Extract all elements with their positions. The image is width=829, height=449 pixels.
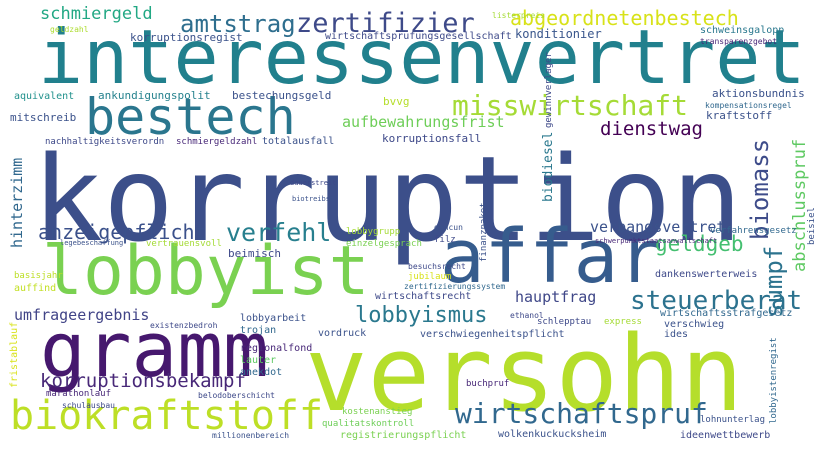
word-totalausfall: totalausfall (262, 136, 335, 147)
word-qualitatskontroll: qualitatskontroll (322, 419, 415, 429)
word-gewinnverlager: gewinnverlager (544, 52, 554, 128)
word-beimisch: beimisch (228, 247, 281, 260)
word-schmiergeldzahl: schmiergeldzahl (176, 137, 258, 147)
word-anekdot: anekdot (240, 367, 283, 378)
word-filz: filz (434, 235, 456, 245)
word-lobbyistenregist: lobbyistenregist (769, 337, 779, 424)
word-bestechungsgeld: bestechungsgeld (232, 89, 332, 102)
word-registrierungspflicht: registrierungspflicht (340, 430, 467, 441)
word-affar: affar (440, 214, 663, 300)
word-verfahrensgesetz: beisiel (807, 207, 817, 245)
word-zertifizier: zertifizier (296, 8, 475, 39)
word-dauerstreit: dauerstreit (290, 179, 337, 187)
word-biotreibst: biotreibst (292, 195, 335, 203)
word-abgeordnetenbestech: abgeordnetenbestech (510, 6, 739, 30)
word-wolkenkuckucksheim: wolkenkuckucksheim (498, 429, 607, 440)
word-amtstrag: amtstrag (180, 10, 296, 38)
word-verschwieg: verschwieg (664, 319, 725, 330)
word-wirtschaftsstrafgesetz: wirtschaftsstrafgesetz (660, 308, 793, 319)
word-beisiel: verfahrensgesetz (710, 226, 797, 236)
word-versohn: versohn (305, 313, 744, 435)
word-finanzpaket: zertifizierungssystem (404, 282, 506, 291)
word-anzeigepflicht: anzeigepflicht (38, 220, 207, 244)
word-gencun: gencun (434, 223, 463, 232)
word-verschwiegenheitspflicht: verschwiegenheitspflicht (420, 329, 565, 340)
word-bestech: bestech (85, 88, 296, 146)
word-umfrageergebnis: umfrageergebnis (14, 306, 150, 324)
word-biomass: biomass (746, 138, 774, 240)
word-schwerpunktstaatsanwaltschaft: schwerpunktstaatsanwaltschaft (595, 237, 718, 245)
word-fristablauf: fristablauf (9, 321, 20, 388)
word-ankundigungspolit: ankundigungspolit (98, 89, 211, 102)
word-einzelgesprach: einzelgesprach (346, 239, 422, 249)
word-wirtschaftsrecht: wirtschaftsrecht (375, 291, 472, 302)
word-biokraftstoff: biokraftstoff (10, 393, 324, 439)
word-aufbewahrungsfrist: aufbewahrungsfrist (342, 113, 505, 131)
word-schulausbau: schulausbau (62, 401, 115, 410)
word-korruptionsfall: korruptionsfall (382, 132, 482, 145)
word-aktionsbundnis: aktionsbundnis (712, 87, 805, 100)
word-biodiesel: biodiesel (541, 131, 556, 202)
word-zertifizierungssystem: finanzpaket (479, 202, 489, 262)
word-interessenvertret: interessenvertret (38, 13, 806, 101)
word-lobbyarbeit: lobbyarbeit (240, 313, 307, 324)
word-dienstwag: dienstwag (600, 118, 703, 140)
word-kraftstoff: kraftstoff (706, 109, 773, 122)
word-nachhaltigkeitsverordn: nachhaltigkeitsverordn (45, 137, 165, 147)
word-schlepptau: schlepptau (537, 317, 592, 327)
word-ethanol: ethanol (510, 311, 544, 320)
word-regionalfond: regionalfond (240, 343, 313, 354)
word-konditionier: konditionier (515, 27, 602, 41)
word-gramm: gramm (40, 305, 269, 394)
word-oberschicht: oberschicht (222, 391, 275, 400)
word-lobbyismus: lobbyismus (355, 303, 488, 328)
word-steuerberat: steuerberat (630, 286, 803, 316)
word-hinterzimm: hinterzimm (8, 157, 26, 248)
word-geldgeb: geldgeb (655, 232, 744, 256)
word-misswirtschaft: misswirtschaft (452, 89, 689, 122)
word-lauter: lauter (240, 355, 277, 366)
word-kompensationsregel: kompensationsregel (705, 101, 792, 110)
word-vertrauensvoll: vertrauensvoll (146, 239, 222, 249)
word-ideenwettbewerb: ideenwettbewerb (680, 430, 771, 441)
word-lohnunterlag: lohnunterlag (700, 415, 766, 425)
word-belod: belod (198, 391, 223, 400)
word-basisjahr: basisjahr (14, 271, 63, 281)
word-verbandsvertret: verbandsvertret (590, 218, 726, 236)
word-besuchsrecht: besuchsrecht (408, 262, 466, 271)
word-korruptionsregist: korruptionsregist (130, 31, 243, 44)
word-express: express (604, 317, 642, 327)
word-wirtschaftsprufungsgesellschaft: wirtschaftsprufungsgesellschaft (325, 31, 512, 42)
word-lobbyist: lobbyist (42, 232, 370, 311)
word-lobbygrupp: lobbygrupp (346, 227, 401, 237)
word-kostenanstieg: kostenanstieg (342, 407, 413, 417)
word-verfehl: verfehl (226, 218, 332, 247)
word-existenzbedroh: existenzbedroh (150, 321, 218, 330)
word-buchpruf: buchpruf (466, 379, 510, 389)
word-dankenswerterweis: dankenswerterweis (655, 269, 758, 280)
word-millionenbereich: millionenbereich (212, 431, 290, 440)
word-trojan: trojan (240, 325, 277, 336)
word-schweinsgalopp: schweinsgalopp (700, 25, 785, 36)
word-mitschreib: mitschreib (10, 111, 77, 124)
word-wirtschaftspruf: wirtschaftspruf (455, 397, 708, 430)
word-marathonlauf: marathonlauf (46, 389, 112, 399)
word-legebeschaffung: legebeschaffung (60, 239, 124, 247)
word-aquivalent: aquivalent (14, 91, 75, 102)
word-abschlusspruf: abschlusspruf (790, 138, 810, 272)
word-geldzahl: geldzahl (50, 25, 89, 34)
word-korruptionsbekampf: korruptionsbekampf (40, 370, 246, 392)
word-transparenzgebot: transparenzgebot (700, 37, 778, 46)
word-korruption: korruption (32, 130, 743, 268)
word-hauptfrag: hauptfrag (515, 288, 597, 306)
word-jubilaum: jubilaum (408, 272, 452, 282)
word-ides: ides (664, 329, 689, 340)
word-listerpreis: listerpreis (492, 11, 545, 20)
word-auffind: auffind (14, 283, 57, 294)
word-vordruck: vordruck (318, 328, 367, 339)
word-schmiergeld: schmiergeld (40, 4, 153, 24)
word-bvvg: bvvg (383, 95, 410, 108)
